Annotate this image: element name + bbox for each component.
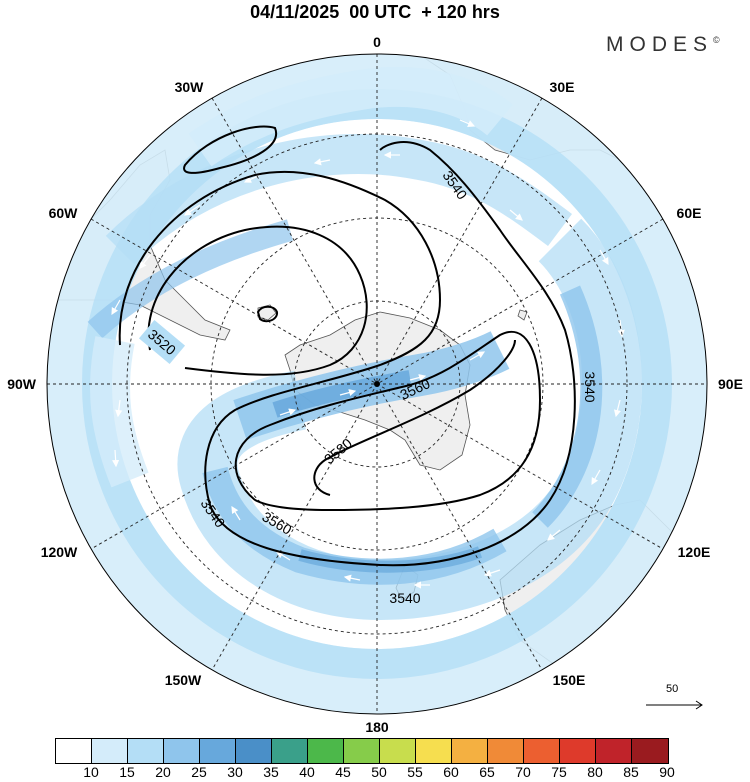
- colorbar-tick-label: 55: [407, 764, 423, 780]
- polar-map: 3520 3540 3540 3540 3540 3560 3560 3580 …: [7, 34, 743, 735]
- colorbar-labels: 10 15 20 25 30 35 40 45 50 55 60 65 70 75 80 85 90: [55, 764, 705, 782]
- contour-3520-closed: [183, 125, 278, 174]
- kerguelen-island: [517, 309, 528, 321]
- contour-3520-main: [147, 225, 368, 376]
- lon-label-60e: 60E: [677, 205, 702, 221]
- colorbar-tick-label: 40: [299, 764, 315, 780]
- lon-label-180: 180: [365, 719, 389, 735]
- colorbar-swatch: [596, 739, 632, 763]
- colorbar-tick-label: 75: [551, 764, 567, 780]
- colorbar-tick-label: 70: [515, 764, 531, 780]
- map-border: [46, 53, 708, 715]
- colorbar-tick-label: 45: [335, 764, 351, 780]
- colorbar-swatch: [560, 739, 596, 763]
- colorbar-tick-label: 65: [479, 764, 495, 780]
- reference-vector-label: 50: [666, 683, 679, 695]
- colorbar-tick-label: 15: [119, 764, 135, 780]
- colorbar-tick-label: 20: [155, 764, 171, 780]
- map-title: 04/11/2025 00 UTC + 120 hrs: [250, 2, 500, 22]
- brand-logo: MODES©: [606, 33, 720, 57]
- colorbar-swatch: [416, 739, 452, 763]
- colorbar-tick-label: 30: [227, 764, 243, 780]
- lon-label-120w: 120W: [41, 544, 78, 560]
- colorbar: [55, 738, 669, 764]
- lon-label-150e: 150E: [553, 672, 586, 688]
- colorbar-swatch: [200, 739, 236, 763]
- lon-label-0: 0: [373, 34, 381, 50]
- colorbar-tick-label: 10: [83, 764, 99, 780]
- brand-name: MODES: [606, 33, 714, 56]
- contour-3540-outer: [118, 141, 576, 567]
- colorbar-tick-label: 50: [371, 764, 387, 780]
- contour-label-3540-bottom: 3540: [389, 590, 420, 606]
- contour-label-3540-right: 3540: [582, 371, 598, 402]
- copyright-mark: ©: [713, 35, 720, 45]
- lon-label-120e: 120E: [678, 544, 711, 560]
- lon-label-90e: 90E: [718, 376, 743, 392]
- colorbar-swatch: [380, 739, 416, 763]
- lon-label-90w: 90W: [7, 376, 37, 392]
- lon-label-30e: 30E: [550, 79, 575, 95]
- colorbar-swatch: [632, 739, 668, 763]
- colorbar-swatch: [344, 739, 380, 763]
- contour-3560: [234, 330, 542, 512]
- colorbar-swatch: [56, 739, 92, 763]
- colorbar-swatch: [308, 739, 344, 763]
- colorbar-swatch: [164, 739, 200, 763]
- south-pole-marker: [374, 381, 380, 387]
- lon-label-60w: 60W: [49, 205, 79, 221]
- lon-label-150w: 150W: [165, 672, 202, 688]
- colorbar-tick-label: 85: [623, 764, 639, 780]
- wind-vectors: [111, 119, 625, 589]
- lon-label-30w: 30W: [175, 79, 205, 95]
- colorbar-swatch: [236, 739, 272, 763]
- colorbar-tick-label: 60: [443, 764, 459, 780]
- colorbar-swatch: [488, 739, 524, 763]
- height-contours: [118, 125, 576, 567]
- longitude-labels: 0 180 90E 90W 30E 60E 120E 150E 30W 60W …: [7, 34, 743, 735]
- reference-vector-arrow: [646, 700, 703, 710]
- colorbar-swatch: [128, 739, 164, 763]
- colorbar-tick-label: 25: [191, 764, 207, 780]
- contour-3580: [313, 339, 516, 496]
- colorbar-tick-label: 90: [659, 764, 675, 780]
- colorbar-tick-label: 35: [263, 764, 279, 780]
- colorbar-swatch: [452, 739, 488, 763]
- colorbar-swatch: [92, 739, 128, 763]
- contour-3520-small: [256, 305, 279, 323]
- colorbar-swatch: [272, 739, 308, 763]
- colorbar-swatch: [524, 739, 560, 763]
- colorbar-tick-label: 80: [587, 764, 603, 780]
